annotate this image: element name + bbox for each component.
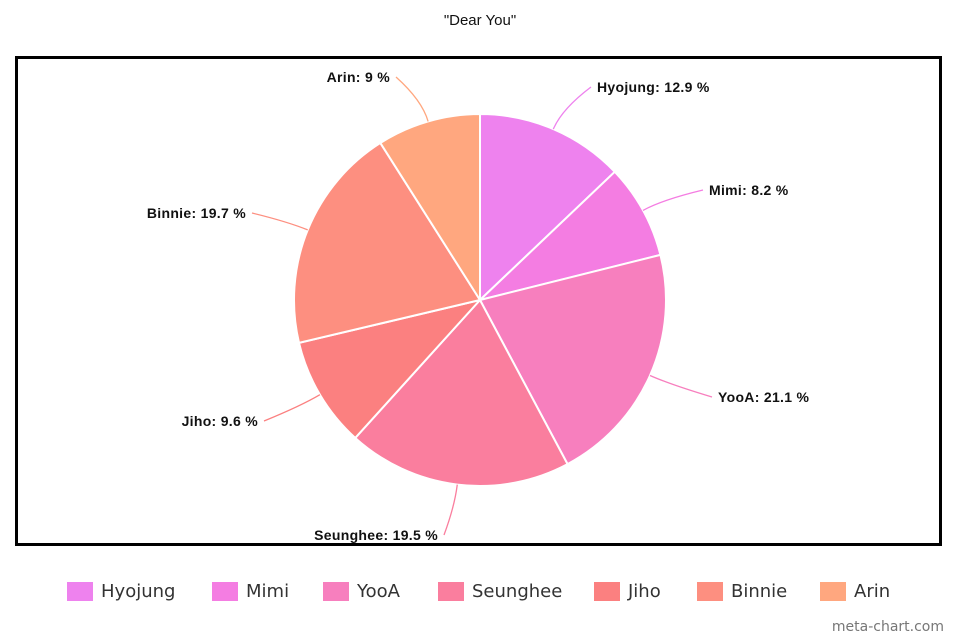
legend-item-mimi: Mimi <box>212 578 289 604</box>
legend-swatch <box>820 581 846 601</box>
leader-line-seunghee <box>443 484 458 536</box>
leader-line-mimi <box>642 189 704 211</box>
chart-title: "Dear You" <box>443 12 517 29</box>
pie-slice-seunghee <box>353 298 569 487</box>
plot-area <box>15 56 942 546</box>
legend-item-seunghee: Seunghee <box>438 578 562 604</box>
data-label-jiho: Jiho: 9.6 % <box>182 413 259 429</box>
legend-swatch <box>323 581 349 601</box>
legend-item-arin: Arin <box>820 578 890 604</box>
legend-item-yooa: YooA <box>323 578 400 604</box>
data-label-hyojung: Hyojung: 12.9 % <box>597 79 710 95</box>
legend-label: Seunghee <box>472 580 563 602</box>
legend-swatch <box>67 581 93 601</box>
leader-line-binnie <box>251 212 308 231</box>
legend-swatch <box>697 581 723 601</box>
leader-line-jiho <box>263 394 321 422</box>
legend-item-binnie: Binnie <box>697 578 787 604</box>
data-label-mimi: Mimi: 8.2 % <box>709 182 789 198</box>
data-label-seunghee: Seunghee: 19.5 % <box>314 527 438 543</box>
leader-line-hyojung <box>552 86 592 130</box>
legend-swatch <box>594 581 620 601</box>
pie-slice-mimi <box>476 170 662 302</box>
pie-slice-binnie <box>293 141 482 345</box>
legend: Hyojung Mimi YooA Seunghee Jiho Binnie Arin <box>0 578 960 604</box>
legend-swatch <box>438 581 464 601</box>
watermark: meta-chart.com <box>831 619 944 635</box>
leader-line-arin <box>395 76 429 122</box>
legend-label: Mimi <box>246 580 290 602</box>
legend-swatch <box>212 581 238 601</box>
legend-item-jiho: Jiho <box>594 578 661 604</box>
legend-label: Binnie <box>731 580 788 602</box>
pie-slice-yooa <box>478 253 667 466</box>
data-label-yooa: YooA: 21.1 % <box>718 389 810 405</box>
legend-item-hyojung: Hyojung <box>67 578 175 604</box>
legend-label: YooA <box>357 580 400 602</box>
data-label-arin: Arin: 9 % <box>327 69 391 85</box>
leader-line-yooa <box>649 374 713 398</box>
legend-label: Jiho <box>628 580 661 602</box>
legend-label: Arin <box>854 580 891 602</box>
data-label-binnie: Binnie: 19.7 % <box>147 205 246 221</box>
legend-label: Hyojung <box>101 580 176 602</box>
